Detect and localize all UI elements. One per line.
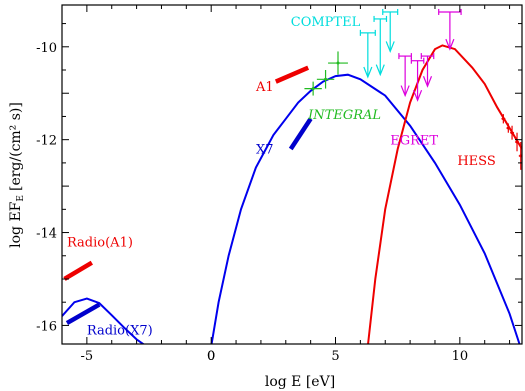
y-tick-label: -12: [36, 134, 57, 149]
y-tick-label: -14: [36, 227, 57, 242]
hess-point: [515, 132, 520, 152]
x-axis-label: log E [eV]: [265, 374, 335, 390]
comptel-arrowhead: [363, 66, 373, 79]
egret-upper-limit: [438, 8, 462, 51]
egret-upper-limit: [410, 57, 425, 102]
x-tick-label: 0: [207, 349, 215, 364]
curve-red-ic: [367, 44, 522, 344]
annotations: COMPTEL A1 INTEGRAL X7 EGRET HESS Radio(A1) Rad…: [67, 15, 496, 339]
curve-blue-sync-lowenergy: [62, 297, 145, 344]
comptel-upper-limit: [359, 29, 376, 79]
egret-upper-limit: [398, 53, 412, 98]
hess-marker: [506, 126, 510, 130]
plot-frame: [61, 4, 523, 345]
integral-point: [304, 81, 322, 96]
hess-point: [510, 125, 515, 140]
egret-arrowhead: [400, 85, 410, 98]
label-radio-a1: Radio(A1): [67, 235, 133, 250]
hess-marker: [515, 140, 519, 144]
y-tick-label: -10: [36, 41, 57, 56]
segment-radio-x7: [65, 302, 101, 326]
hess-marker: [519, 154, 522, 158]
x-tick-label: 10: [452, 349, 469, 364]
y-axis-label-sub: E: [16, 195, 26, 202]
egret-upper-limit: [420, 53, 435, 88]
comptel-arrowhead: [375, 64, 385, 77]
hess-point: [501, 114, 506, 124]
label-hess: HESS: [457, 154, 495, 169]
axis-ticks: -5 00 5 10-10-12-14-16: [36, 5, 522, 364]
egret-arrowhead: [422, 76, 433, 88]
y-tick-label: -16: [36, 319, 57, 334]
comptel-arrowhead: [385, 41, 395, 54]
y-axis-label: log EFE [erg/(cm² s)]: [8, 102, 26, 248]
label-radio-x7: Radio(X7): [87, 324, 153, 339]
x-tick-label: 5: [331, 349, 339, 364]
segment-x7-xray: [288, 117, 313, 151]
comptel-upper-limit: [382, 8, 399, 54]
integral-marker: [324, 77, 328, 81]
integral-marker: [311, 87, 315, 91]
label-a1: A1: [255, 80, 274, 95]
hess-marker: [501, 117, 505, 121]
comptel-upper-limit: [373, 15, 388, 77]
segment-radio-a1: [63, 260, 93, 281]
segment-a1-xray: [274, 65, 310, 84]
label-comptel: COMPTEL: [291, 15, 361, 30]
egret-arrowhead: [413, 89, 423, 102]
egret-arrowhead: [445, 38, 455, 51]
y-axis-label-units: [erg/(cm² s)]: [8, 102, 24, 191]
integral-point: [328, 51, 348, 75]
hess-marker: [510, 131, 514, 135]
plot-area: [62, 8, 522, 344]
label-egret: EGRET: [390, 133, 438, 148]
label-x7: X7: [256, 143, 274, 158]
hess-point: [518, 141, 522, 170]
integral-point: [316, 70, 335, 89]
x-tick-label: 0: [207, 349, 215, 364]
y-axis-label-main: log EF: [8, 201, 24, 248]
x-tick-label: -5: [81, 349, 94, 364]
integral-marker: [336, 61, 340, 65]
hess-point: [506, 123, 511, 133]
label-integral: INTEGRAL: [307, 108, 381, 123]
